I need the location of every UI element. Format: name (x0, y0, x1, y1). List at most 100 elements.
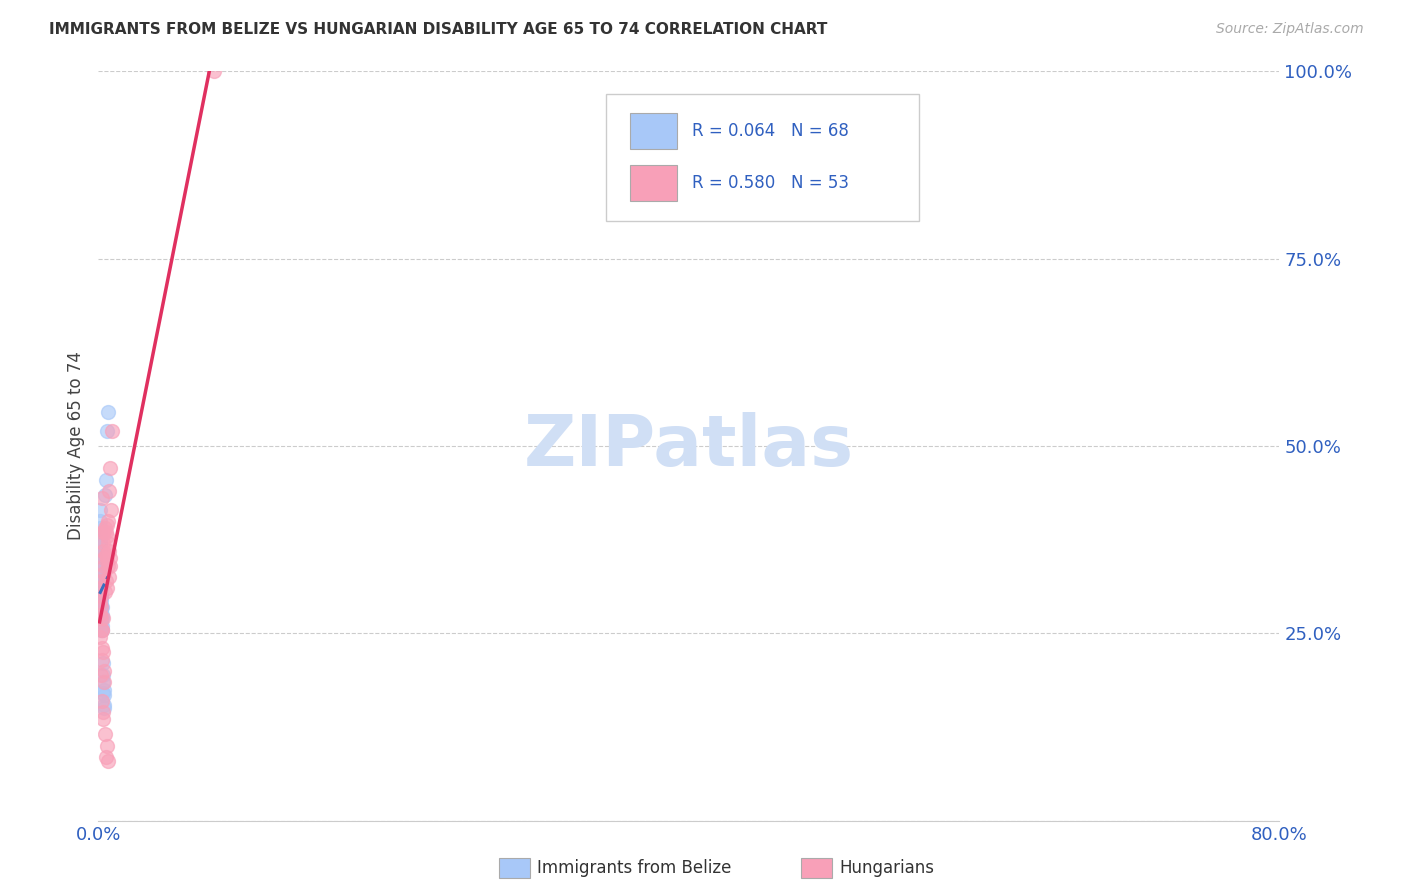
Point (91, 675, 114, 690)
Point (89, 555, 111, 569)
Point (90, 574, 112, 588)
Text: Hungarians: Hungarians (839, 859, 935, 877)
Point (89, 582, 111, 596)
Point (90, 611, 112, 625)
Point (100, 502, 122, 516)
Point (91, 619, 114, 633)
Point (98, 551, 121, 566)
Point (94, 574, 117, 588)
Point (90, 589, 112, 603)
Point (89, 570, 111, 584)
Point (89, 582, 111, 596)
Point (89, 592, 111, 607)
Point (90, 604, 112, 618)
Point (90, 623, 112, 637)
Point (89, 604, 111, 618)
Point (89, 607, 111, 622)
Point (89, 536, 111, 550)
Y-axis label: Disability Age 65 to 74: Disability Age 65 to 74 (66, 351, 84, 541)
Point (89, 502, 111, 516)
Point (89, 544, 111, 558)
Point (89, 529, 111, 543)
Point (93, 682, 115, 697)
Point (89, 551, 111, 566)
Point (89, 514, 111, 528)
Point (91, 607, 114, 622)
Point (202, 64, 225, 78)
Point (97, 405, 120, 419)
Point (100, 424, 122, 438)
Point (97, 558, 120, 573)
Point (93, 701, 115, 715)
Point (91, 641, 114, 656)
Point (89, 607, 111, 622)
Point (89, 592, 111, 607)
Point (91, 667, 114, 681)
Point (91, 652, 114, 666)
Text: R = 0.580   N = 53: R = 0.580 N = 53 (693, 174, 849, 192)
Text: Immigrants from Belize: Immigrants from Belize (537, 859, 731, 877)
Point (96, 739, 118, 753)
Point (96, 517, 118, 532)
Point (97, 514, 120, 528)
Text: ZIPatlas: ZIPatlas (524, 411, 853, 481)
Point (89, 582, 111, 596)
Point (90, 694, 112, 708)
Point (89, 585, 111, 599)
Point (98, 558, 121, 573)
Point (94, 488, 117, 502)
Point (89, 630, 111, 644)
Point (91, 536, 114, 550)
Point (90, 611, 112, 625)
Point (93, 558, 115, 573)
Point (89, 563, 111, 577)
Point (93, 727, 115, 741)
Point (90, 589, 112, 603)
Point (93, 698, 115, 712)
Point (93, 525, 115, 540)
Point (89, 566, 111, 581)
Point (91, 686, 114, 700)
Point (90, 611, 112, 625)
Point (91, 491, 114, 506)
Point (89, 574, 111, 588)
Point (89, 596, 111, 610)
Point (89, 596, 111, 610)
Point (90, 615, 112, 629)
Point (89, 521, 111, 535)
Point (94, 525, 117, 540)
Point (93, 566, 115, 581)
Point (89, 544, 111, 558)
Point (89, 589, 111, 603)
Point (98, 483, 121, 498)
Point (94, 473, 117, 487)
Point (90, 582, 112, 596)
Point (91, 713, 114, 727)
Point (89, 548, 111, 562)
Point (91, 544, 114, 558)
Point (94, 750, 117, 764)
Point (89, 577, 111, 591)
Point (90, 600, 112, 615)
Text: IMMIGRANTS FROM BELIZE VS HUNGARIAN DISABILITY AGE 65 TO 74 CORRELATION CHART: IMMIGRANTS FROM BELIZE VS HUNGARIAN DISA… (49, 22, 828, 37)
Point (89, 592, 111, 607)
Point (89, 574, 111, 588)
Point (90, 623, 112, 637)
Point (89, 596, 111, 610)
Point (97, 536, 120, 550)
Point (96, 582, 118, 596)
Text: Source: ZipAtlas.com: Source: ZipAtlas.com (1216, 22, 1364, 37)
Point (90, 600, 112, 615)
Text: R = 0.064   N = 68: R = 0.064 N = 68 (693, 121, 849, 139)
Point (90, 600, 112, 615)
Point (89, 566, 111, 581)
Point (98, 461, 121, 475)
FancyBboxPatch shape (606, 94, 920, 221)
Point (89, 558, 111, 573)
Point (90, 667, 112, 681)
Point (90, 600, 112, 615)
Point (90, 623, 112, 637)
Point (94, 585, 117, 599)
Point (89, 558, 111, 573)
Point (93, 664, 115, 678)
